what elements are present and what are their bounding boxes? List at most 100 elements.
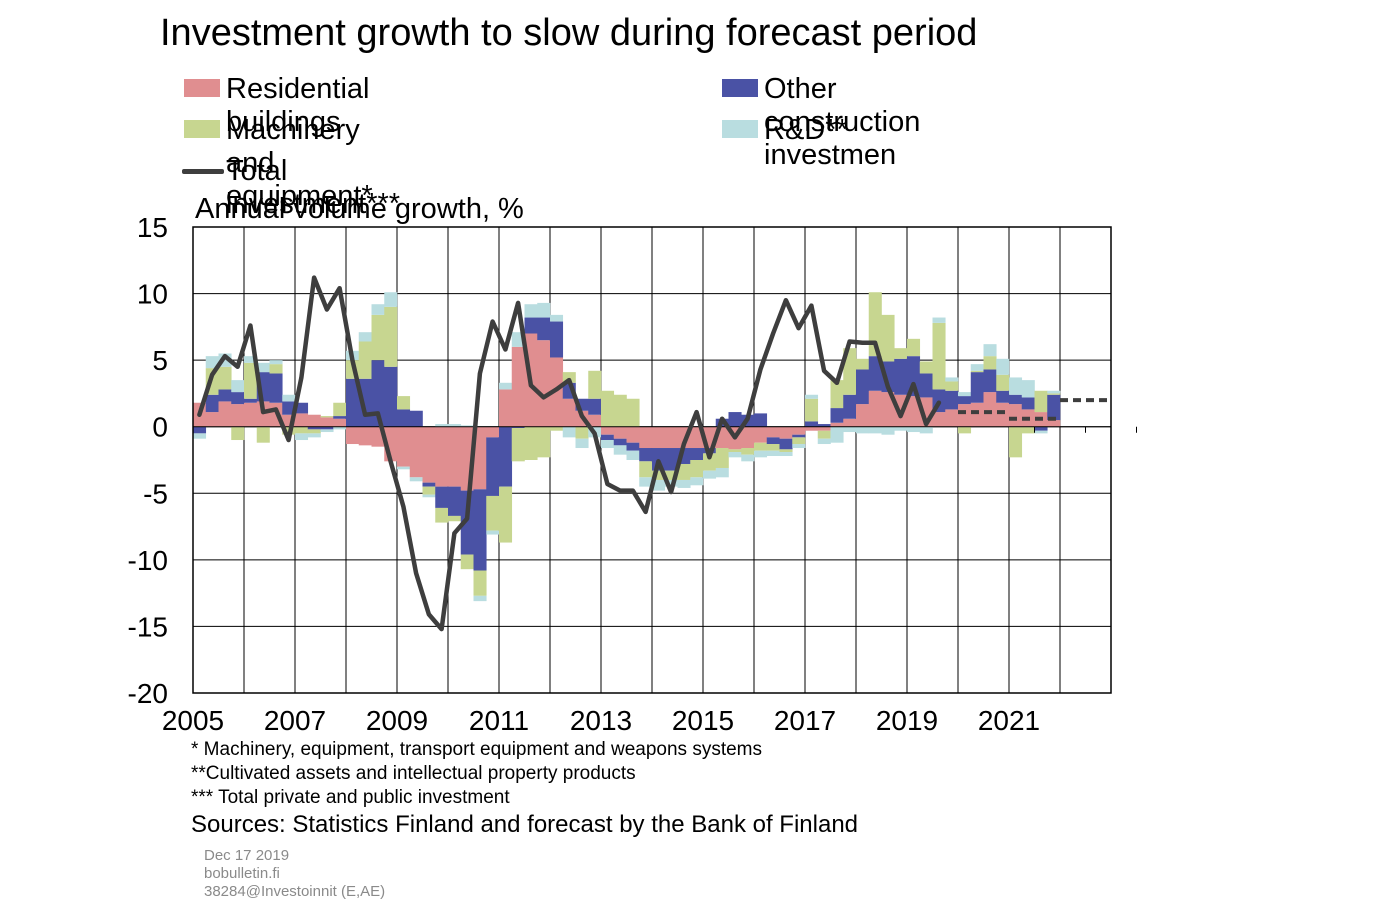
- bar-segment: [537, 302, 551, 318]
- bar-segment: [448, 426, 462, 487]
- bar-segment: [384, 292, 398, 307]
- bar-segment: [511, 428, 525, 462]
- bar-segment: [486, 426, 500, 438]
- bar-segment: [486, 437, 500, 496]
- legend-label-machinery: Machinery and equipment*: [226, 114, 373, 212]
- bar-segment: [397, 396, 411, 410]
- legend-line-total: [182, 169, 224, 174]
- legend-label-rd: R&D**: [764, 114, 848, 146]
- bar-segment: [652, 426, 666, 449]
- bar-segment: [295, 426, 309, 434]
- bar-segment: [435, 507, 449, 523]
- bar-segment: [422, 482, 436, 487]
- bar-segment: [766, 437, 780, 445]
- bar-segment: [830, 380, 844, 409]
- bar-segment: [996, 402, 1010, 427]
- bar-segment: [435, 486, 449, 508]
- bar-segment: [601, 426, 615, 435]
- bar-segment: [626, 442, 640, 451]
- bar-segment: [244, 362, 258, 399]
- bar-segment: [231, 404, 245, 427]
- legend-swatch-rd: [722, 120, 758, 138]
- bar-segment: [613, 394, 627, 427]
- footnote-total: *** Total private and public investment: [191, 787, 510, 808]
- bar-segment: [754, 442, 768, 451]
- bar-segment: [256, 362, 270, 373]
- bar-segment: [371, 314, 385, 361]
- bar-segment: [613, 438, 627, 446]
- bar-segment: [307, 414, 321, 427]
- bar-segment: [817, 426, 831, 431]
- bar-segment: [205, 356, 219, 369]
- bar-segment: [970, 372, 984, 403]
- bar-segment: [932, 317, 946, 323]
- bar-segment: [307, 426, 321, 430]
- bar-segment: [677, 479, 691, 488]
- legend-label-residential: Residential buildings: [226, 73, 370, 138]
- bar-segment: [1021, 426, 1035, 434]
- bar-segment: [894, 426, 908, 431]
- bar-segment: [320, 426, 334, 430]
- legend-swatch-residential: [184, 79, 220, 97]
- bar-segment: [830, 426, 844, 443]
- bar-segment: [269, 373, 283, 403]
- bar-segment: [1009, 426, 1023, 458]
- bar-segment: [397, 466, 411, 470]
- bar-segment: [805, 398, 819, 422]
- bar-segment: [397, 409, 411, 427]
- bar-segment: [218, 366, 232, 390]
- bar-segment: [269, 364, 283, 374]
- bar-segment: [499, 426, 513, 487]
- y-tick-label: 5: [152, 345, 168, 376]
- bar-segment: [830, 408, 844, 423]
- bar-segment: [983, 392, 997, 427]
- bar-segment: [435, 424, 449, 427]
- bar-segment: [881, 426, 895, 435]
- bar-segment: [715, 467, 729, 478]
- bar-segment: [907, 396, 921, 427]
- bar-segment: [537, 426, 551, 458]
- x-tick-label: 2009: [366, 705, 428, 736]
- bar-segment: [244, 402, 258, 427]
- y-tick-label: -20: [128, 678, 168, 709]
- x-tick-label: 2021: [978, 705, 1040, 736]
- bar-segment: [333, 426, 347, 430]
- bar-segment: [231, 380, 245, 393]
- bar-segment: [703, 453, 717, 471]
- bar-segment: [231, 426, 245, 441]
- y-tick-label: 0: [152, 412, 168, 443]
- bar-segment: [856, 369, 870, 405]
- bar-segment: [945, 390, 959, 410]
- bar-segment: [996, 358, 1010, 375]
- bar-segment: [473, 570, 487, 596]
- bar-segment: [244, 398, 258, 403]
- bar-segment: [715, 448, 729, 468]
- bar-segment: [473, 489, 487, 571]
- bar-segment: [958, 404, 972, 427]
- bar-segment: [766, 450, 780, 457]
- bar-segment: [486, 495, 500, 531]
- bar-segment: [779, 452, 793, 457]
- bar-segment: [575, 426, 589, 439]
- bar-segment: [1009, 404, 1023, 427]
- bar-segment: [805, 421, 819, 427]
- bar-segment: [626, 450, 640, 460]
- x-tick-label: 2011: [469, 705, 529, 736]
- bar-segment: [562, 372, 576, 383]
- bar-segment: [320, 429, 334, 433]
- bar-segment: [664, 448, 678, 471]
- bar-segment: [1034, 430, 1048, 434]
- bar-segment: [856, 358, 870, 370]
- bar-segment: [626, 426, 640, 443]
- bar-segment: [805, 394, 819, 399]
- bar-segment: [499, 486, 513, 543]
- bar-segment: [244, 356, 258, 363]
- bar-segment: [919, 361, 933, 374]
- bar-segment: [295, 413, 309, 427]
- y-tick-label: 15: [137, 212, 168, 243]
- legend-swatch-machinery: [184, 120, 220, 138]
- bar-segment: [792, 426, 806, 435]
- bar-segment: [639, 461, 653, 478]
- bar-segment: [766, 444, 780, 451]
- bar-segment: [448, 486, 462, 516]
